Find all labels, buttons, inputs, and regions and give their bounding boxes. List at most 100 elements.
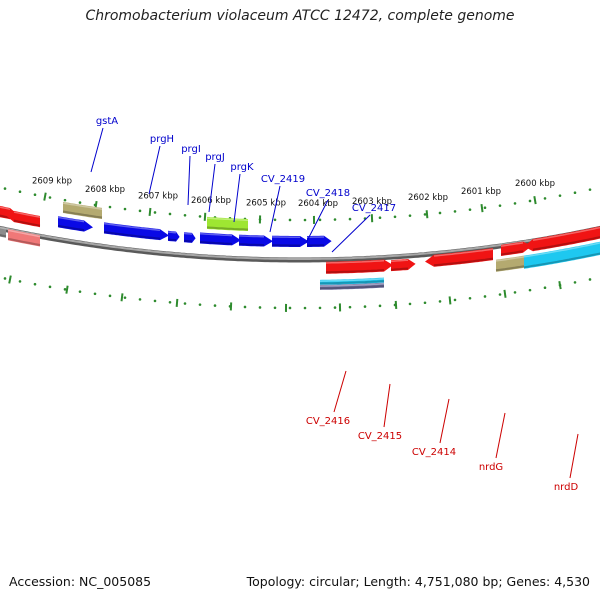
tick-label: 2601 kbp: [461, 187, 501, 197]
outer-ring-dot: [78, 201, 82, 204]
gene-leader-line: [305, 199, 329, 244]
gene-red-left2-feature[interactable]: [5, 210, 41, 228]
tick-label: 2605 kbp: [246, 199, 286, 209]
gene-leader-line: [333, 370, 347, 413]
genome-summary-text: Topology: circular; Length: 4,751,080 bp…: [246, 574, 590, 589]
outer-ring-dot: [438, 211, 442, 215]
outer-ring-dot: [453, 210, 457, 213]
outer-ring-dot: [198, 215, 202, 218]
inner-ring-major-tick: [65, 285, 69, 294]
inner-ring-dot: [213, 304, 217, 307]
gene-label-forward[interactable]: prgJ: [205, 152, 225, 163]
tick-label-layer: 2609 kbp 2608 kbp 2607 kbp 2606 kbp 2605 kbp…: [32, 177, 555, 209]
gene-prgi-feature[interactable]: [167, 230, 180, 242]
gene-leader-line: [439, 398, 450, 444]
gene-nrdg-feature[interactable]: [500, 241, 532, 256]
gene-olive-inner-feature[interactable]: [495, 255, 525, 272]
outer-ring-dot: [528, 199, 532, 203]
outer-ring-dot: [48, 196, 52, 199]
outer-ring-major-tick: [43, 192, 47, 201]
inner-ring-dot: [3, 277, 7, 280]
gene-label-forward[interactable]: CV_2418: [306, 188, 350, 199]
gene-cyan-inner-feature[interactable]: [523, 240, 600, 269]
inner-ring-dot: [573, 281, 577, 284]
gene-cyan-strip-feature[interactable]: [319, 277, 384, 285]
gene-green-outer-feature[interactable]: [206, 216, 248, 231]
gene-olive-outer-feature[interactable]: [62, 201, 103, 220]
outer-ring-dot: [153, 211, 157, 214]
outer-ring-dot: [123, 207, 127, 211]
outer-ring-dot: [483, 206, 487, 210]
tick-label: 2603 kbp: [352, 197, 392, 207]
inner-ring-dot: [273, 306, 277, 310]
gene-label-forward[interactable]: CV_2419: [261, 174, 305, 185]
gene-label-reverse[interactable]: CV_2415: [358, 431, 402, 442]
outer-ring-dot: [3, 187, 7, 190]
outer-ring-dot: [408, 214, 412, 217]
inner-ring-dot: [438, 300, 442, 303]
outer-ring-dot: [63, 198, 67, 202]
inner-ring-dot: [63, 288, 67, 291]
outer-ring-dot: [543, 197, 547, 200]
outer-ring-dot: [558, 194, 562, 197]
gene-prgj-feature[interactable]: [183, 232, 196, 243]
gene-leader-line: [148, 145, 161, 195]
gene-label-forward[interactable]: prgH: [150, 134, 174, 145]
gene-pink-left-feature[interactable]: [7, 229, 41, 247]
gene-cv2417-feature[interactable]: [307, 235, 332, 247]
gene-label-layer: gstAprgHprgIprgJprgKCV_2419CV_2418CV_241…: [90, 116, 579, 493]
gene-gray-left-feature[interactable]: [0, 224, 7, 238]
outer-ring-dot: [318, 218, 322, 222]
inner-ring-dot: [498, 293, 502, 296]
outer-ring-dot: [33, 193, 37, 196]
inner-ring-dot: [288, 306, 292, 310]
tick-label: 2609 kbp: [32, 177, 72, 187]
inner-ring-dot: [153, 299, 157, 303]
gene-label-reverse[interactable]: CV_2416: [306, 416, 350, 427]
tick-label: 2604 kbp: [298, 199, 338, 209]
outer-ring-dot: [498, 204, 502, 207]
map-title: Chromobacterium violaceum ATCC 12472, co…: [85, 8, 515, 24]
outer-ring-dot: [513, 202, 517, 205]
gene-nrdd-feature[interactable]: [524, 224, 600, 252]
gene-label-reverse[interactable]: nrdD: [554, 482, 579, 493]
gene-slate-strip-feature[interactable]: [319, 282, 385, 290]
inner-ring-dot: [333, 306, 337, 309]
outer-ring-dot: [138, 209, 142, 213]
gene-cv2415-feature[interactable]: [390, 259, 416, 272]
gene-leader-line: [383, 383, 391, 428]
inner-ring-major-tick: [448, 296, 452, 305]
inner-ring-dot: [363, 305, 367, 308]
inner-ring-dot: [48, 285, 52, 289]
gene-cv2418-feature[interactable]: [271, 235, 309, 247]
gene-prgk-feature[interactable]: [199, 232, 241, 246]
gene-label-forward[interactable]: gstA: [96, 116, 118, 127]
gene-cv2416-feature[interactable]: [325, 259, 393, 274]
inner-ring-dot: [258, 306, 262, 309]
inner-ring-dot: [423, 301, 427, 305]
inner-ring-dot: [318, 306, 322, 310]
gene-label-reverse[interactable]: nrdG: [479, 462, 503, 473]
gene-prgh-feature[interactable]: [103, 222, 169, 241]
gene-gsta-feature[interactable]: [57, 216, 93, 232]
gene-label-forward[interactable]: prgK: [230, 162, 254, 173]
outer-ring-dot: [288, 218, 292, 222]
gene-cv2419-feature[interactable]: [238, 234, 273, 247]
inner-ring-dot: [33, 282, 37, 286]
gene-label-reverse[interactable]: CV_2414: [412, 447, 456, 458]
gene-label-forward[interactable]: CV_2417: [352, 203, 396, 214]
outer-ring-major-tick: [425, 210, 429, 219]
outer-ring-major-tick: [148, 207, 152, 217]
inner-ring-dot: [168, 301, 172, 304]
gene-leader-line: [90, 127, 104, 173]
outer-ring-major-tick: [533, 196, 537, 205]
tick-label: 2602 kbp: [408, 193, 448, 203]
outer-ring-dot: [333, 218, 337, 221]
inner-ring-dot: [138, 298, 142, 301]
gene-label-forward[interactable]: prgI: [181, 144, 201, 155]
tick-label: 2606 kbp: [191, 196, 231, 206]
outer-ring-dot: [273, 218, 277, 222]
gene-leader-line: [269, 185, 281, 233]
gene-cv2414-feature[interactable]: [425, 248, 494, 267]
